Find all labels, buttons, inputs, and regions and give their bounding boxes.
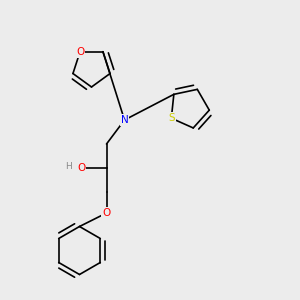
Text: O: O — [102, 208, 111, 218]
Text: H: H — [66, 162, 72, 171]
Text: O: O — [76, 47, 84, 57]
Text: N: N — [121, 115, 128, 125]
Text: S: S — [168, 113, 175, 123]
Text: O: O — [77, 163, 85, 173]
